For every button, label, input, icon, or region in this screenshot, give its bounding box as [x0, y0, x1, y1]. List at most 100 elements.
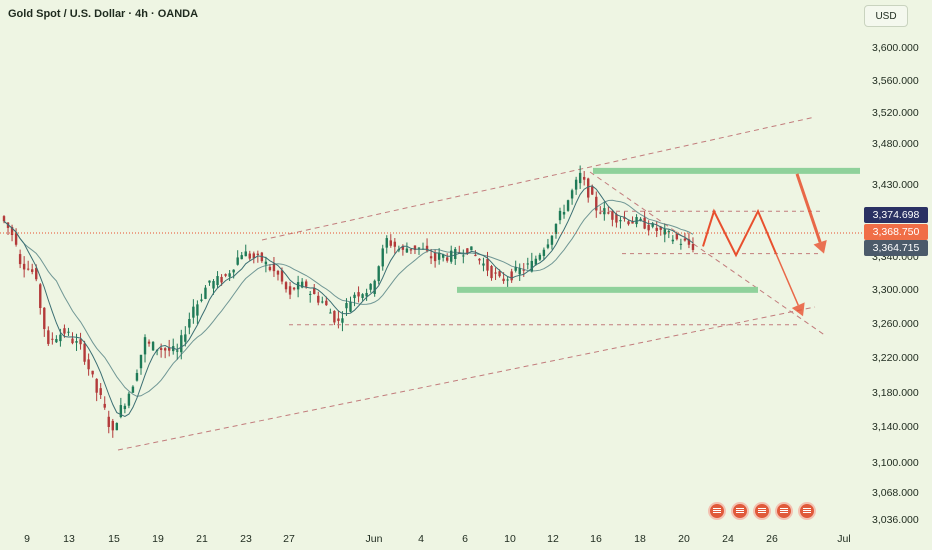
candle-body — [498, 271, 501, 277]
candle-body — [526, 263, 529, 265]
x-tick-label: 21 — [196, 533, 208, 545]
candle-body — [280, 270, 284, 282]
x-tick-label: Jul — [837, 533, 850, 545]
candle-body — [292, 287, 296, 290]
x-tick-label: 12 — [547, 533, 559, 545]
candle-body — [687, 239, 691, 245]
us-flag-event-icon[interactable] — [753, 502, 771, 520]
x-tick-label: 18 — [634, 533, 646, 545]
candle-body — [232, 269, 235, 273]
y-tick-label: 3,140.000 — [872, 421, 919, 433]
candle-body — [647, 224, 650, 231]
candle-body — [582, 176, 586, 180]
candle-body — [47, 330, 50, 344]
candle-body — [329, 312, 332, 314]
candle-body — [276, 270, 280, 275]
candle-body — [441, 254, 445, 258]
candle-body — [240, 255, 243, 260]
price-tag-moving-average: 3,374.698 — [864, 207, 928, 223]
candle-body — [679, 243, 683, 245]
candle-body — [607, 212, 610, 214]
us-flag-event-icon[interactable] — [775, 502, 793, 520]
candle-body — [188, 318, 191, 328]
candle-body — [401, 245, 405, 250]
y-tick-label: 3,100.000 — [872, 457, 919, 469]
candle-body — [405, 248, 409, 253]
candle-body — [256, 253, 260, 255]
candle-body — [357, 292, 360, 297]
us-flag-event-icon[interactable] — [798, 502, 816, 520]
candle-body — [341, 318, 344, 323]
candle-body — [167, 347, 171, 351]
x-tick-label: 10 — [504, 533, 516, 545]
candle-body — [244, 251, 247, 257]
moving-average-slow — [3, 199, 694, 397]
candle-body — [389, 240, 392, 246]
y-tick-label: 3,430.000 — [872, 179, 919, 191]
candle-body — [474, 255, 477, 257]
y-tick-label: 3,480.000 — [872, 138, 919, 150]
y-tick-label: 3,600.000 — [872, 42, 919, 54]
candle-body — [127, 393, 131, 406]
candle-body — [135, 373, 139, 381]
y-tick-label: 3,220.000 — [872, 352, 919, 364]
us-flag-event-icon[interactable] — [731, 502, 749, 520]
candle-body — [566, 200, 570, 211]
candle-body — [272, 263, 276, 272]
currency-selector[interactable]: USD — [864, 5, 908, 27]
y-tick-label: 3,260.000 — [872, 318, 919, 330]
candle-body — [599, 212, 602, 214]
candle-body — [163, 348, 167, 351]
candle-body — [534, 258, 538, 265]
price-tag-last: 3,368.750 — [864, 224, 928, 240]
candle-body — [409, 249, 413, 251]
candle-body — [99, 388, 102, 396]
candle-body — [502, 278, 505, 282]
candle-body — [510, 271, 513, 281]
lower-trendline — [117, 306, 816, 451]
target-arrow-upper — [795, 173, 822, 243]
x-tick-label: 27 — [283, 533, 295, 545]
candle-body — [627, 221, 630, 225]
candle-body — [578, 172, 582, 184]
candle-body — [635, 217, 638, 225]
candle-body — [39, 284, 42, 309]
candle-body — [462, 255, 465, 257]
x-tick-label: 19 — [152, 533, 164, 545]
candle-body — [470, 246, 473, 251]
candle-body — [425, 245, 429, 251]
target-arrow-lower — [775, 253, 799, 306]
candle-body — [31, 269, 34, 272]
candle-body — [639, 218, 642, 221]
candle-body — [538, 254, 542, 260]
candle-body — [486, 259, 489, 271]
x-tick-label: Jun — [366, 533, 383, 545]
candle-body — [445, 257, 449, 261]
candle-body — [591, 186, 594, 195]
candle-body — [228, 273, 231, 277]
candle-body — [115, 423, 119, 431]
candle-body — [433, 252, 437, 262]
x-tick-label: 6 — [462, 533, 468, 545]
candle-body — [321, 301, 324, 303]
candle-body — [377, 266, 380, 282]
candle-body — [643, 217, 646, 229]
candle-body — [184, 334, 187, 342]
candle-body — [224, 274, 227, 276]
candle-body — [373, 280, 376, 294]
candle-body — [119, 405, 123, 418]
candle-body — [546, 244, 550, 248]
candle-body — [192, 306, 195, 318]
candle-body — [631, 221, 634, 224]
candle-body — [490, 266, 493, 279]
candle-body — [26, 268, 30, 270]
y-tick-label: 3,300.000 — [872, 284, 919, 296]
candle-body — [365, 292, 368, 297]
candle-body — [595, 196, 598, 211]
candle-body — [522, 269, 525, 271]
candle-body — [542, 249, 546, 256]
us-flag-event-icon[interactable] — [708, 502, 726, 520]
falling-trendline — [589, 171, 827, 337]
candle-body — [159, 348, 163, 350]
